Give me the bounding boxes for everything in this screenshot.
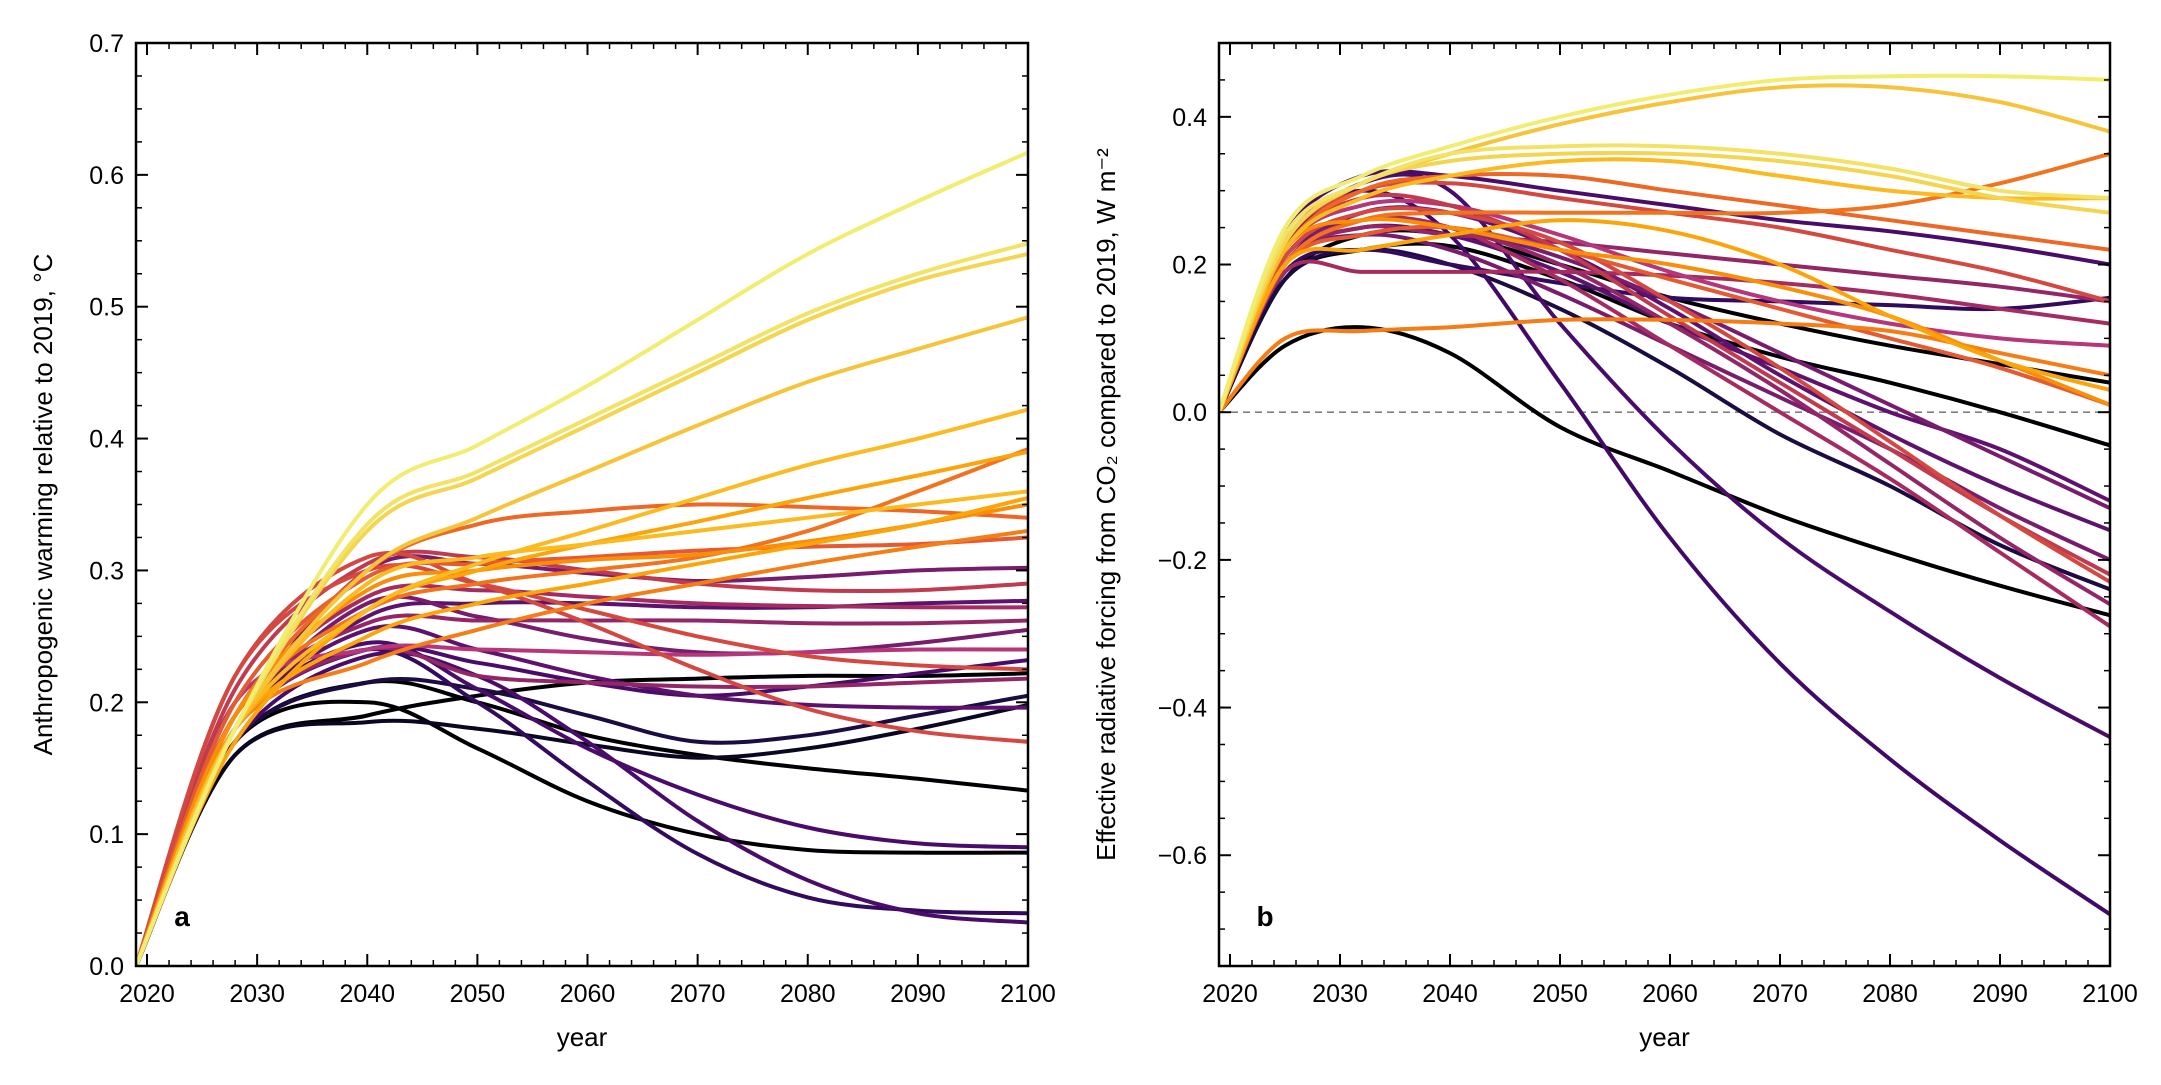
y-tick-label: 0.1 bbox=[89, 821, 124, 849]
y-tick-label: −0.6 bbox=[1158, 842, 1207, 870]
series-line-20 bbox=[136, 563, 1028, 966]
series-line-1 bbox=[1219, 325, 2110, 618]
x-axis-label: year bbox=[557, 1022, 608, 1052]
panel-letter: a bbox=[174, 901, 190, 932]
y-tick-label: 0.4 bbox=[89, 426, 124, 454]
y-axis-label: Effective radiative forcing from CO₂ com… bbox=[1091, 148, 1121, 861]
x-axis-label: year bbox=[1639, 1022, 1690, 1052]
y-tick-label: 0.3 bbox=[89, 557, 124, 585]
x-tick-label: 2030 bbox=[229, 980, 285, 1008]
y-tick-label: 0.7 bbox=[89, 30, 124, 58]
x-tick-label: 2080 bbox=[780, 980, 836, 1008]
x-tick-label: 2070 bbox=[670, 980, 726, 1008]
panel-a: 2020 2030 2040 2050 2060 2070 2080 2090 2100 0.0 0… bbox=[28, 30, 1056, 1052]
x-tick-label: 2020 bbox=[119, 980, 175, 1008]
axes-frame bbox=[1217, 41, 2112, 968]
series-line-19 bbox=[1219, 206, 2110, 584]
x-tick-label: 2100 bbox=[1000, 980, 1056, 1008]
x-tick-label: 2060 bbox=[560, 980, 616, 1008]
x-tick-label: 2100 bbox=[2082, 980, 2138, 1008]
y-tick-label: −0.2 bbox=[1158, 547, 1207, 575]
x-tick-label: 2090 bbox=[890, 980, 946, 1008]
x-tick-label: 2050 bbox=[1532, 980, 1588, 1008]
x-tick-label: 2080 bbox=[1862, 980, 1918, 1008]
series-line-30 bbox=[1219, 143, 2110, 415]
y-tick-label: 0.2 bbox=[89, 689, 124, 717]
series-line-18 bbox=[136, 549, 1028, 966]
y-tick-label: −0.4 bbox=[1158, 695, 1207, 723]
series-line-26 bbox=[1219, 218, 2110, 415]
y-tick-label: 0.0 bbox=[89, 953, 124, 981]
series-line-21 bbox=[1219, 224, 2110, 415]
y-tick-label: 0.4 bbox=[1172, 104, 1207, 132]
series-line-5 bbox=[136, 677, 1028, 966]
panel-letter: b bbox=[1256, 901, 1273, 932]
x-tick-label: 2090 bbox=[1972, 980, 2028, 1008]
series-line-27 bbox=[1219, 157, 2110, 415]
x-tick-label: 2070 bbox=[1752, 980, 1808, 1008]
axes-frame bbox=[134, 41, 1030, 968]
y-axis-label: Anthropogenic warming relative to 2019, … bbox=[28, 254, 58, 756]
x-tick-label: 2050 bbox=[450, 980, 506, 1008]
series-line-1 bbox=[136, 699, 1028, 966]
x-tick-label: 2040 bbox=[339, 980, 395, 1008]
series-line-33 bbox=[136, 150, 1028, 966]
series-line-13 bbox=[136, 554, 1028, 966]
series-line-19 bbox=[136, 551, 1028, 966]
series-line-21 bbox=[136, 535, 1028, 966]
panel-b: 2020 2030 2040 2050 2060 2070 2080 2090 2100 −0.6… bbox=[1091, 41, 2138, 1052]
y-tick-label: 0.6 bbox=[89, 162, 124, 190]
series-line-29 bbox=[136, 407, 1028, 966]
series-line-31 bbox=[1219, 73, 2110, 415]
series-line-16 bbox=[1219, 259, 2110, 415]
x-tick-label: 2030 bbox=[1312, 980, 1368, 1008]
series-line-7 bbox=[1219, 172, 2110, 740]
y-tick-label: 0.2 bbox=[1172, 252, 1207, 280]
x-tick-label: 2040 bbox=[1422, 980, 1478, 1008]
y-tick-label: 0.0 bbox=[1172, 399, 1207, 427]
series-lines bbox=[1219, 73, 2110, 917]
y-tick-label: 0.5 bbox=[89, 294, 124, 322]
series-line-10 bbox=[1219, 205, 2110, 533]
series-line-4 bbox=[136, 702, 1028, 966]
x-tick-label: 2020 bbox=[1202, 980, 1258, 1008]
series-lines bbox=[136, 150, 1028, 966]
series-line-2 bbox=[136, 679, 1028, 966]
series-line-27 bbox=[136, 449, 1028, 966]
x-tick-label: 2060 bbox=[1642, 980, 1698, 1008]
series-line-29 bbox=[1219, 150, 2110, 415]
